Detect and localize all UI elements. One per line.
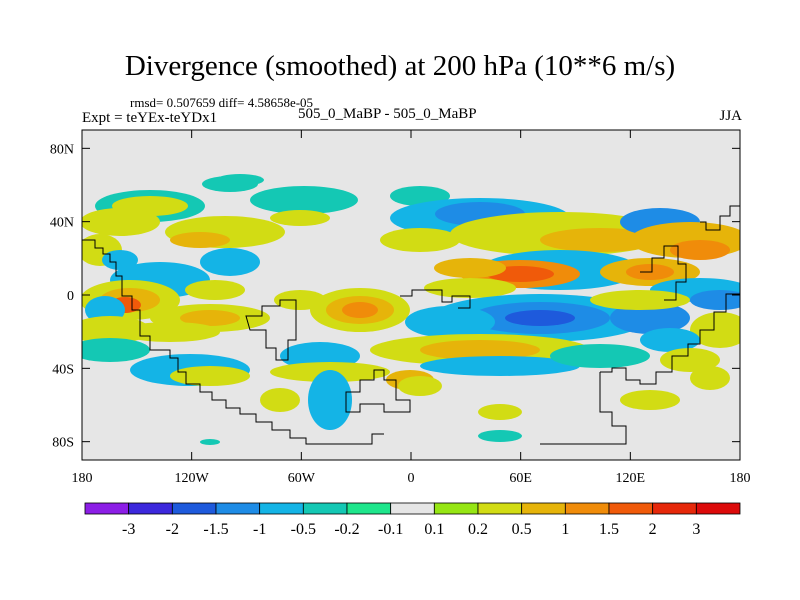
contour-fill-15 [670,240,730,260]
contour-fill-49 [82,316,150,344]
contour-fill-16 [82,208,160,236]
x-tick-label: 60W [288,471,316,486]
contour-fill-12 [540,228,660,252]
case-label: 505_0_MaBP - 505_0_MaBP [298,106,477,122]
contour-fill-45 [690,312,740,348]
contour-fill-3 [250,186,358,214]
colorbar-label: 1 [561,521,569,538]
contour-fills [82,174,740,445]
contour-fill-69 [200,439,220,445]
contour-fill-70 [216,174,264,186]
colorbar-swatch-7 [390,502,435,515]
contour-fill-53 [550,344,650,368]
contour-fill-66 [660,348,720,372]
contour-fill-52 [420,356,580,376]
y-axis: 80N 40N 0 40S 80S [50,142,740,451]
contour-fill-51 [420,340,540,360]
colorbar-label: -2 [166,521,179,538]
x-tick-label: 120E [616,471,646,486]
y-tick-label: 0 [67,289,74,304]
contour-fill-67 [690,366,730,390]
americas-coastline [82,239,384,445]
contour-fill-6 [170,232,230,248]
contour-fill-47 [180,310,240,326]
contour-fill-38 [274,290,326,310]
colorbar: -3 -2 -1.5 -1 -0.5 -0.2 -0.1 0.1 0.2 0.5 1 1.5 2 3 [84,502,741,538]
season-label: JJA [719,108,742,124]
contour-fill-42 [405,306,495,338]
x-tick-label: 0 [408,471,415,486]
south-america-coastline [245,299,297,361]
contour-fill-4 [270,210,330,226]
y-tick-label: 40N [50,216,74,231]
colorbar-swatch-5 [302,502,348,515]
x-tick-label: 60E [509,471,532,486]
contour-fill-34 [185,280,245,300]
colorbar-swatch-4 [259,502,304,515]
contour-fill-33 [200,248,260,276]
colorbar-label: 1.5 [599,521,619,538]
australia-coastline [540,372,627,445]
colorbar-label: -0.5 [291,521,316,538]
antarctic-peninsula-coastline [345,369,411,413]
x-tick-label: 120W [175,471,210,486]
colorbar-label: -0.1 [378,521,403,538]
x-tick-label: 180 [730,471,751,486]
contour-fill-27 [690,290,740,310]
y-tick-label: 80S [52,436,74,451]
colorbar-label: -0.2 [334,521,359,538]
contour-fill-22 [434,258,506,278]
colorbar-swatch-13 [652,502,697,515]
contour-fill-58 [308,370,352,430]
x-tick-label: 180 [72,471,93,486]
colorbar-swatch-11 [564,502,610,515]
experiment-label: Expt = teYEx-teYDx1 [82,110,218,126]
north-pacific-coastline [700,205,740,231]
contour-fill-37 [342,302,378,318]
y-tick-label: 40S [52,362,74,377]
colorbar-label: 0.2 [468,521,488,538]
colorbar-label: -1 [253,521,266,538]
colorbar-swatch-1 [128,502,173,515]
northeast-coastline [640,245,687,301]
colorbar-label: 2 [649,521,657,538]
colorbar-swatch-8 [433,502,479,515]
asia-coastline [600,293,740,385]
stats-line: rmsd= 0.507659 diff= 4.58658e-05 [130,95,314,110]
contour-fill-68 [620,390,680,410]
colorbar-label: 3 [692,521,700,538]
contour-fill-64 [82,338,150,362]
africa-coastline [400,289,471,309]
contour-fill-23 [424,278,516,298]
colorbar-swatch-6 [346,502,392,515]
colorbar-swatch-9 [477,502,523,515]
contour-fill-44 [590,290,690,310]
colorbar-swatch-10 [521,502,566,515]
y-tick-label: 80N [50,142,74,157]
contour-fill-18 [102,250,138,270]
x-axis: 180 120W 60W 0 60E 120E 180 [72,130,751,486]
contour-fill-63 [170,366,250,386]
contour-fill-43 [610,302,690,334]
colorbar-swatch-0 [84,502,130,515]
colorbar-label: 0.5 [512,521,532,538]
colorbar-swatch-14 [695,502,741,515]
colorbar-label: 0.1 [424,521,444,538]
contour-fill-65 [640,328,700,352]
contour-fill-59 [260,388,300,412]
contour-fill-60 [478,404,522,420]
contour-fill-10 [380,228,460,252]
contour-fill-57 [398,376,442,396]
chart-title: Divergence (smoothed) at 200 hPa (10**6 … [124,50,676,82]
colorbar-swatch-3 [215,502,261,515]
colorbar-label: -1.5 [203,521,228,538]
colorbar-label: -3 [122,521,135,538]
contour-fill-61 [478,430,522,442]
colorbar-swatch-12 [608,502,654,515]
contour-fill-41 [505,310,575,326]
colorbar-swatch-2 [171,502,217,515]
coastlines [82,205,740,445]
